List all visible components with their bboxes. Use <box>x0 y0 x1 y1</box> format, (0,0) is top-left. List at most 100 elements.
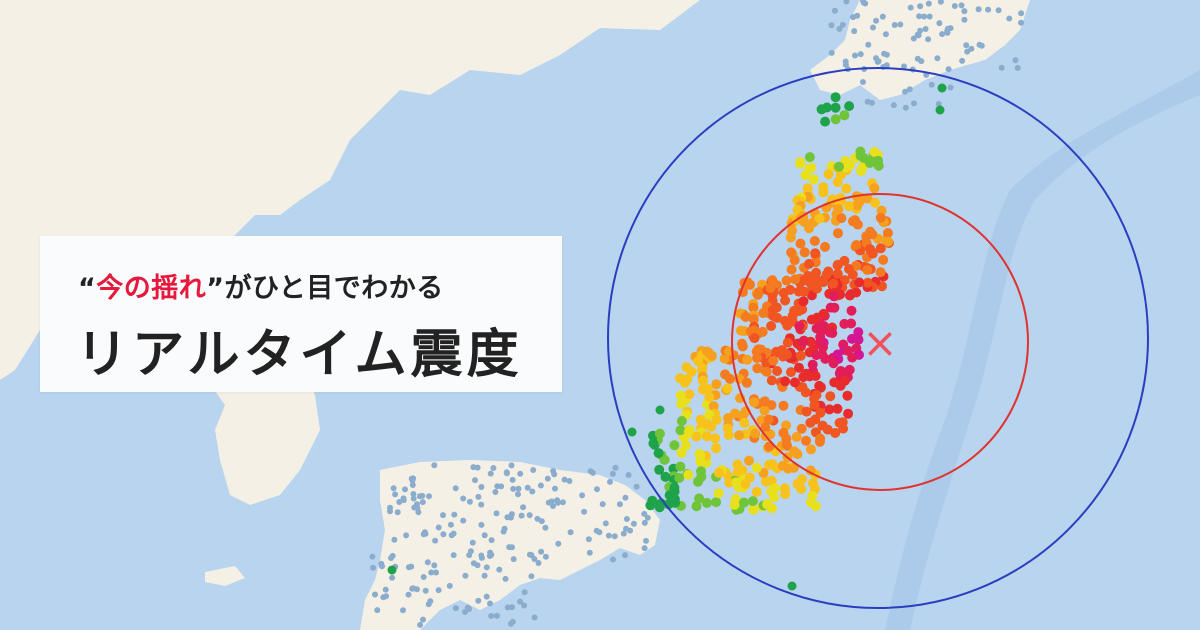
intensity-dot <box>695 456 706 467</box>
station-dot <box>380 594 387 601</box>
station-dot <box>550 468 557 474</box>
intensity-dot <box>713 467 724 478</box>
station-dot <box>394 509 401 516</box>
station-dot <box>559 499 566 506</box>
station-dot <box>854 12 861 19</box>
station-dot <box>531 614 538 621</box>
s-wave-ring <box>731 193 1029 491</box>
intensity-dot <box>816 104 827 115</box>
station-dot <box>462 572 469 579</box>
station-dot <box>554 499 561 506</box>
station-dot <box>917 27 924 34</box>
station-dot <box>906 86 913 93</box>
intensity-dot <box>834 368 845 379</box>
station-dot <box>602 520 609 527</box>
intensity-dot <box>766 375 777 386</box>
station-dot <box>879 13 886 20</box>
station-dot <box>623 516 630 522</box>
intensity-dot <box>843 201 854 212</box>
intensity-dot <box>851 240 862 250</box>
intensity-dot <box>747 496 758 507</box>
close-quote: ” <box>206 273 225 304</box>
station-dot <box>466 498 473 505</box>
intensity-dot <box>853 327 864 338</box>
station-dot <box>586 549 593 556</box>
station-dot <box>918 58 925 65</box>
intensity-dot <box>749 397 759 408</box>
station-dot <box>475 493 482 500</box>
station-dot <box>883 62 890 69</box>
intensity-dot <box>844 264 854 274</box>
station-dot <box>408 475 415 482</box>
station-dot <box>508 511 515 518</box>
station-dot <box>612 464 619 471</box>
station-dot <box>493 510 500 517</box>
station-dot <box>370 564 377 571</box>
intensity-dot <box>697 375 708 386</box>
intensity-dot <box>825 391 836 402</box>
station-dot <box>509 544 515 551</box>
station-dot <box>865 41 872 48</box>
intensity-dot <box>786 247 797 258</box>
station-dot <box>403 532 410 539</box>
intensity-dot <box>780 489 791 500</box>
intensity-dot <box>669 440 680 451</box>
station-dot <box>405 591 412 598</box>
station-dot <box>488 537 495 544</box>
intensity-dot <box>768 355 779 366</box>
intensity-dot <box>648 438 659 449</box>
station-dot <box>481 532 488 539</box>
intensity-dot <box>655 405 665 415</box>
intensity-dot <box>659 454 670 465</box>
station-dot <box>400 607 406 614</box>
intensity-dot <box>794 321 805 332</box>
intensity-dot <box>711 443 722 454</box>
station-dot <box>951 3 958 9</box>
intensity-dot <box>811 350 822 361</box>
station-dot <box>372 591 378 598</box>
intensity-dot <box>766 321 777 331</box>
station-dot <box>926 13 933 20</box>
intensity-dot <box>684 389 695 400</box>
intensity-dot <box>787 225 797 236</box>
intensity-dot <box>780 295 791 306</box>
station-dot <box>510 485 517 492</box>
station-dot <box>521 589 528 596</box>
intensity-dot <box>937 83 947 93</box>
station-dot <box>561 476 568 483</box>
station-dot <box>873 17 880 24</box>
intensity-dot <box>786 264 797 275</box>
station-dot <box>630 520 637 527</box>
station-dot <box>936 20 943 27</box>
station-dot <box>839 21 846 28</box>
intensity-dot <box>793 286 804 297</box>
intensity-dot <box>834 161 844 172</box>
station-dot <box>538 518 545 525</box>
station-dot <box>402 486 408 493</box>
station-dot <box>567 529 574 536</box>
intensity-dot <box>796 423 807 434</box>
intensity-dot <box>691 431 702 442</box>
station-dot <box>487 470 494 477</box>
station-dot <box>474 562 481 569</box>
intensity-dot <box>670 497 681 508</box>
intensity-dot <box>806 162 817 173</box>
station-dot <box>922 26 929 32</box>
station-dot <box>421 529 428 536</box>
station-dot <box>616 501 623 508</box>
intensity-dot <box>806 290 817 301</box>
intensity-dot <box>882 228 893 238</box>
station-dot <box>462 609 468 615</box>
station-dot <box>542 553 549 560</box>
intensity-dot <box>839 110 850 121</box>
intensity-dot <box>815 382 826 393</box>
station-dot <box>860 79 866 85</box>
intensity-dot <box>794 362 804 373</box>
intensity-dot <box>883 236 894 247</box>
intensity-dot <box>387 565 397 575</box>
intensity-dot <box>808 478 818 489</box>
intensity-dot <box>878 254 889 265</box>
intensity-dot <box>792 449 803 460</box>
intensity-dot <box>732 467 743 477</box>
station-dot <box>524 484 531 491</box>
